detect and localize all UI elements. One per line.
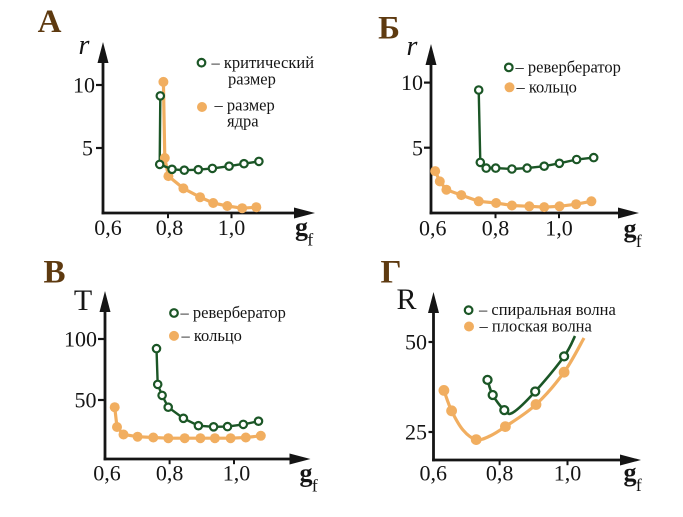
svg-text:0,6: 0,6 bbox=[94, 215, 122, 240]
svg-text:g: g bbox=[624, 214, 637, 243]
svg-text:r: r bbox=[407, 31, 418, 62]
svg-text:1,0: 1,0 bbox=[218, 215, 246, 240]
svg-text:f: f bbox=[307, 230, 313, 250]
svg-text:T: T bbox=[74, 284, 92, 317]
svg-text:r: r bbox=[79, 30, 90, 61]
svg-text:0,8: 0,8 bbox=[482, 216, 510, 241]
svg-text:0,8: 0,8 bbox=[156, 461, 184, 486]
svg-text:0,8: 0,8 bbox=[486, 461, 514, 486]
svg-text:R: R bbox=[396, 283, 416, 316]
svg-text:ядра: ядра bbox=[227, 112, 259, 131]
svg-text:g: g bbox=[300, 459, 313, 488]
svg-text:50: 50 bbox=[75, 388, 97, 413]
svg-text:– кольцо: – кольцо bbox=[516, 78, 577, 97]
svg-text:0,6: 0,6 bbox=[93, 461, 121, 486]
svg-text:0,8: 0,8 bbox=[156, 215, 184, 240]
svg-text:– спиральная волна: – спиральная волна bbox=[478, 300, 616, 319]
svg-text:0,6: 0,6 bbox=[419, 461, 447, 486]
svg-text:– критический: – критический bbox=[211, 53, 315, 72]
svg-text:В: В bbox=[43, 255, 65, 291]
svg-text:g: g bbox=[624, 458, 637, 487]
svg-text:– ревербератор: – ревербератор bbox=[515, 58, 621, 77]
svg-text:А: А bbox=[38, 4, 62, 40]
svg-text:f: f bbox=[312, 476, 318, 496]
svg-text:5: 5 bbox=[82, 136, 93, 161]
svg-text:– кольцо: – кольцо bbox=[181, 326, 242, 345]
svg-text:5: 5 bbox=[412, 136, 423, 161]
svg-text:1,0: 1,0 bbox=[545, 216, 573, 241]
svg-text:– размер: – размер bbox=[214, 96, 275, 115]
svg-text:1,0: 1,0 bbox=[223, 461, 251, 486]
svg-text:g: g bbox=[295, 213, 308, 242]
svg-text:10: 10 bbox=[73, 73, 95, 98]
svg-text:25: 25 bbox=[405, 420, 427, 445]
svg-text:0,6: 0,6 bbox=[419, 216, 447, 241]
svg-text:f: f bbox=[636, 231, 642, 251]
svg-text:1,0: 1,0 bbox=[554, 461, 582, 486]
svg-text:10: 10 bbox=[401, 70, 423, 95]
svg-text:размер: размер bbox=[228, 70, 276, 89]
svg-text:– плоская волна: – плоская волна bbox=[479, 317, 593, 336]
svg-text:50: 50 bbox=[405, 330, 427, 355]
svg-text:100: 100 bbox=[64, 327, 97, 352]
svg-text:– ревербератор: – ревербератор bbox=[180, 303, 286, 322]
svg-text:Б: Б bbox=[378, 11, 400, 47]
svg-text:f: f bbox=[636, 475, 642, 495]
svg-text:Г: Г bbox=[381, 255, 402, 291]
